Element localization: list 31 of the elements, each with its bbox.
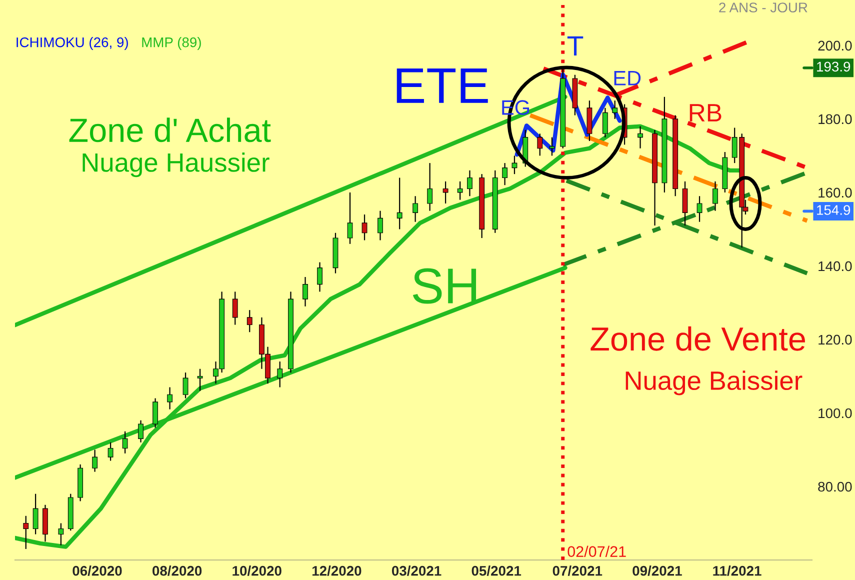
- annotation: ED: [614, 70, 641, 86]
- y-tick-label: 140.0: [818, 261, 852, 272]
- annotation: Nuage Haussier: [82, 152, 270, 178]
- x-tick-label: 12/2020: [312, 566, 362, 576]
- ref-line-label: 193.9: [817, 62, 850, 72]
- ref-line-label: 02/07/21: [568, 546, 626, 557]
- annotation: 2 ANS - JOUR: [719, 2, 808, 12]
- y-tick-label: 180.0: [818, 114, 852, 124]
- x-tick-label: 08/2020: [152, 566, 202, 576]
- annotation: ETE: [396, 68, 488, 103]
- x-tick-label: 03/2021: [392, 566, 442, 576]
- annotation: Zone d' Achat: [69, 118, 271, 142]
- annotation: T: [567, 36, 584, 56]
- y-tick-label: 120.0: [818, 334, 852, 345]
- x-tick-label: 05/2021: [472, 566, 522, 576]
- y-tick-label: 200.0: [818, 40, 852, 51]
- x-tick-label: 07/2021: [552, 566, 602, 576]
- x-tick-label: 10/2020: [232, 566, 282, 576]
- x-tick-label: 11/2021: [713, 566, 762, 576]
- annotation: SH: [412, 268, 476, 304]
- x-tick-label: 09/2021: [632, 566, 682, 576]
- y-tick-label: 80.00: [818, 482, 852, 492]
- annotation: Zone de Vente: [590, 326, 805, 351]
- ref-line-label: 154.9: [817, 205, 850, 215]
- y-tick-label: 160.0: [818, 188, 852, 198]
- text: MMP (89): [142, 37, 201, 50]
- x-tick-label: 06/2020: [72, 566, 122, 576]
- annotation: Nuage Baissier: [626, 370, 802, 396]
- annotation: ICHIMOKU (26, 9): [16, 37, 128, 50]
- y-tick-label: 100.0: [818, 408, 852, 418]
- annotation: RB: [690, 104, 722, 122]
